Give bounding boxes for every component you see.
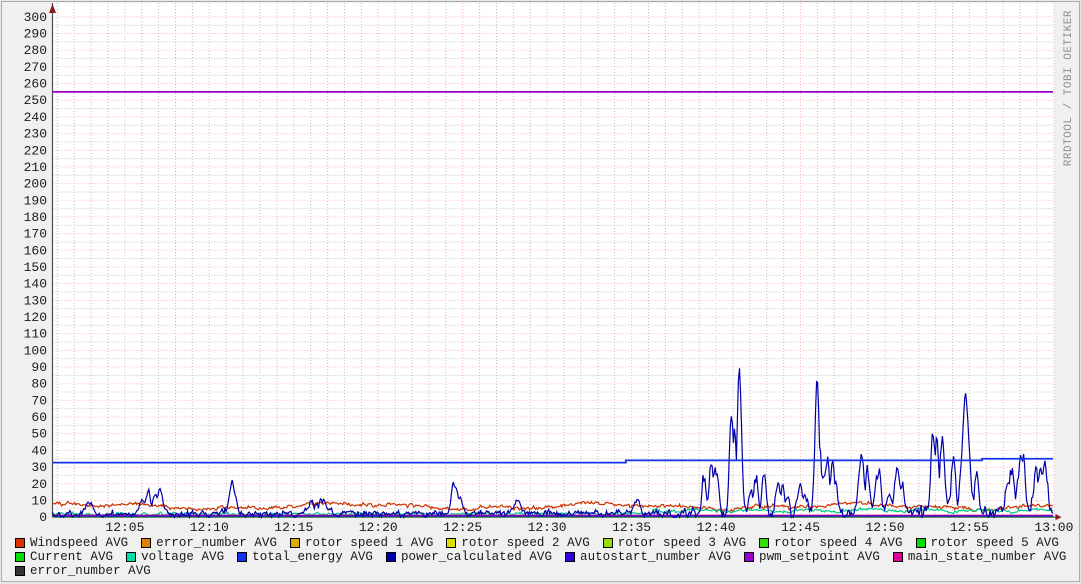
- svg-text:0: 0: [39, 510, 47, 525]
- svg-text:270: 270: [24, 60, 47, 75]
- svg-text:13:00: 13:00: [1034, 520, 1073, 535]
- svg-text:12:20: 12:20: [359, 520, 398, 535]
- svg-text:120: 120: [24, 310, 47, 325]
- svg-text:200: 200: [24, 177, 47, 192]
- svg-text:12:15: 12:15: [274, 520, 313, 535]
- svg-text:300: 300: [24, 10, 47, 25]
- svg-text:50: 50: [31, 427, 47, 442]
- svg-text:180: 180: [24, 210, 47, 225]
- svg-text:160: 160: [24, 243, 47, 258]
- svg-text:210: 210: [24, 160, 47, 175]
- svg-text:150: 150: [24, 260, 47, 275]
- svg-text:230: 230: [24, 127, 47, 142]
- svg-text:12:30: 12:30: [528, 520, 567, 535]
- svg-text:260: 260: [24, 77, 47, 92]
- svg-text:250: 250: [24, 93, 47, 108]
- svg-text:190: 190: [24, 193, 47, 208]
- svg-text:12:40: 12:40: [697, 520, 736, 535]
- svg-text:140: 140: [24, 277, 47, 292]
- svg-text:12:45: 12:45: [781, 520, 820, 535]
- svg-text:60: 60: [31, 410, 47, 425]
- svg-text:220: 220: [24, 143, 47, 158]
- svg-text:30: 30: [31, 460, 47, 475]
- svg-text:170: 170: [24, 227, 47, 242]
- svg-text:20: 20: [31, 477, 47, 492]
- svg-text:280: 280: [24, 43, 47, 58]
- svg-text:290: 290: [24, 27, 47, 42]
- svg-text:12:05: 12:05: [105, 520, 144, 535]
- svg-text:40: 40: [31, 443, 47, 458]
- svg-text:12:25: 12:25: [443, 520, 482, 535]
- svg-text:70: 70: [31, 393, 47, 408]
- svg-text:130: 130: [24, 293, 47, 308]
- svg-text:110: 110: [24, 327, 47, 342]
- svg-text:10: 10: [31, 493, 47, 508]
- svg-text:100: 100: [24, 343, 47, 358]
- svg-text:240: 240: [24, 110, 47, 125]
- svg-text:80: 80: [31, 377, 47, 392]
- svg-text:12:35: 12:35: [612, 520, 651, 535]
- svg-text:90: 90: [31, 360, 47, 375]
- svg-text:12:55: 12:55: [950, 520, 989, 535]
- svg-text:12:50: 12:50: [865, 520, 904, 535]
- svg-text:12:10: 12:10: [190, 520, 229, 535]
